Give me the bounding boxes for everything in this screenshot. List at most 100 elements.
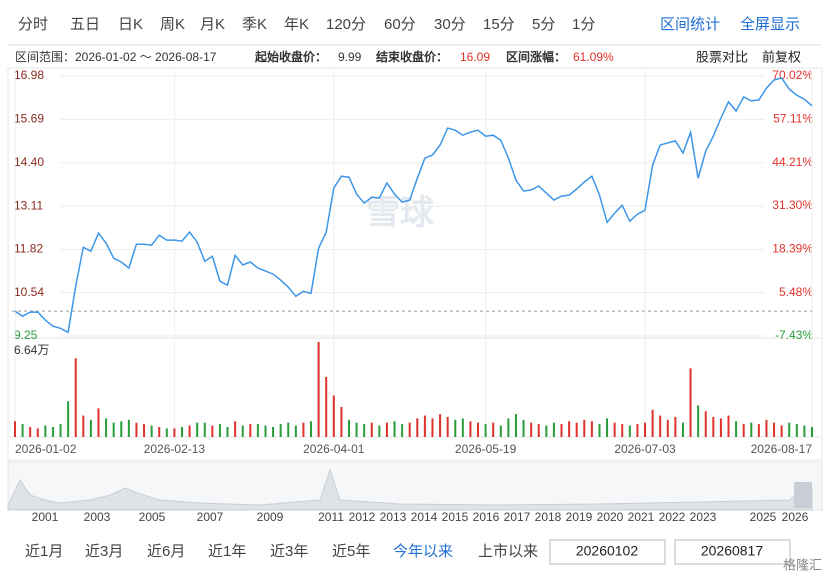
- volume-bar: [408, 422, 411, 437]
- volume-bar: [454, 419, 457, 437]
- tab[interactable]: 年K: [284, 16, 309, 33]
- volume-bar: [82, 415, 85, 437]
- period-button[interactable]: 近6月: [147, 543, 185, 560]
- y-tick-label: 11.82: [14, 242, 43, 256]
- volume-bar: [241, 425, 244, 437]
- period-button[interactable]: 今年以来: [393, 543, 453, 560]
- volume-bar: [279, 424, 282, 437]
- volume-bar: [712, 416, 715, 437]
- volume-bar: [211, 425, 214, 437]
- volume-bar: [788, 422, 791, 437]
- volume-bar: [196, 422, 199, 437]
- tab[interactable]: 60分: [384, 16, 416, 33]
- volume-bar: [272, 426, 275, 437]
- volume-bar: [659, 415, 662, 437]
- y2-tick-label: 57.11%: [773, 112, 813, 126]
- x-tick-label: 2026-07-03: [614, 442, 676, 456]
- volume-bar: [74, 358, 77, 437]
- date-input[interactable]: [549, 539, 666, 565]
- navigator-label: 2015: [442, 510, 469, 524]
- period-button[interactable]: 近3年: [270, 543, 308, 560]
- volume-bar: [583, 419, 586, 437]
- y2-tick-label: -7.43%: [775, 328, 813, 342]
- navigator-handle[interactable]: [794, 482, 812, 508]
- volume-bar: [203, 422, 206, 437]
- tab[interactable]: 周K: [160, 16, 185, 33]
- volume-bar: [773, 422, 776, 437]
- volume-bar: [674, 416, 677, 437]
- volume-bar: [264, 425, 267, 437]
- period-button[interactable]: 近3月: [85, 543, 123, 560]
- volume-bar: [780, 425, 783, 437]
- tool-link[interactable]: 股票对比: [696, 49, 748, 64]
- tab[interactable]: 30分: [434, 16, 466, 33]
- x-tick-label: 2026-02-13: [144, 442, 206, 456]
- volume-bar: [135, 422, 138, 437]
- tab[interactable]: 5分: [532, 16, 555, 33]
- volume-bar: [143, 424, 146, 437]
- volume-bar: [393, 421, 396, 437]
- navigator-label: 2003: [84, 510, 111, 524]
- tool-link[interactable]: 前复权: [762, 49, 801, 64]
- tab[interactable]: 日K: [118, 16, 143, 33]
- navigator-label: 2023: [690, 510, 717, 524]
- volume-bar: [150, 425, 153, 437]
- volume-bar: [484, 424, 487, 437]
- x-tick-label: 2026-05-19: [455, 442, 517, 456]
- volume-bar: [363, 424, 366, 437]
- period-button[interactable]: 近5年: [332, 543, 370, 560]
- volume-bar: [105, 418, 108, 437]
- volume-bar: [537, 424, 540, 437]
- volume-bar: [36, 428, 39, 437]
- brand: 格隆汇: [783, 557, 822, 572]
- navigator-label: 2021: [628, 510, 655, 524]
- navigator-label: 2017: [504, 510, 531, 524]
- volume-tick-label: 6.64万: [14, 343, 49, 357]
- x-tick-label: 2026-08-17: [751, 442, 813, 456]
- volume-bar: [606, 418, 609, 437]
- period-button[interactable]: 上市以来: [478, 543, 538, 560]
- volume-bar: [127, 419, 130, 437]
- tab[interactable]: 月K: [200, 16, 225, 33]
- navigator-label: 2014: [411, 510, 438, 524]
- info-text: 61.09%: [573, 50, 614, 64]
- period-button[interactable]: 近1月: [25, 543, 63, 560]
- tab[interactable]: 五日: [70, 16, 100, 33]
- volume-bar: [325, 376, 328, 437]
- tab[interactable]: 分时: [18, 16, 48, 33]
- volume-bar: [522, 419, 525, 437]
- period-button[interactable]: 近1年: [208, 543, 246, 560]
- volume-bar: [628, 425, 631, 437]
- volume-bar: [249, 424, 252, 437]
- volume-bar: [97, 408, 100, 437]
- volume-bar: [120, 421, 123, 437]
- navigator-label: 2009: [257, 510, 284, 524]
- volume-bar: [742, 424, 745, 437]
- volume-bar: [560, 424, 563, 437]
- action-link[interactable]: 区间统计: [660, 16, 720, 33]
- volume-bar: [173, 428, 176, 437]
- volume-bar: [256, 424, 259, 437]
- y-tick-label: 15.69: [14, 112, 44, 126]
- volume-bar: [568, 421, 571, 437]
- volume-bar: [401, 424, 404, 437]
- action-link[interactable]: 全屏显示: [740, 15, 800, 33]
- tab[interactable]: 120分: [326, 16, 366, 33]
- volume-bar: [492, 422, 495, 437]
- date-input[interactable]: [674, 539, 791, 565]
- tab[interactable]: 15分: [483, 16, 515, 33]
- volume-bar: [750, 422, 753, 437]
- y2-tick-label: 44.21%: [772, 155, 813, 169]
- volume-bar: [302, 422, 305, 437]
- x-tick-label: 2026-01-02: [15, 442, 77, 456]
- tab[interactable]: 季K: [242, 16, 267, 33]
- y2-tick-label: 18.39%: [772, 241, 813, 255]
- tab[interactable]: 1分: [572, 16, 595, 33]
- date-input-text: 20260817: [701, 543, 764, 559]
- volume-bar: [370, 422, 373, 437]
- volume-bar: [234, 421, 237, 437]
- volume-bar: [636, 424, 639, 437]
- volume-bar: [89, 419, 92, 437]
- info-text: 16.09: [460, 50, 490, 64]
- volume-bar: [385, 422, 388, 437]
